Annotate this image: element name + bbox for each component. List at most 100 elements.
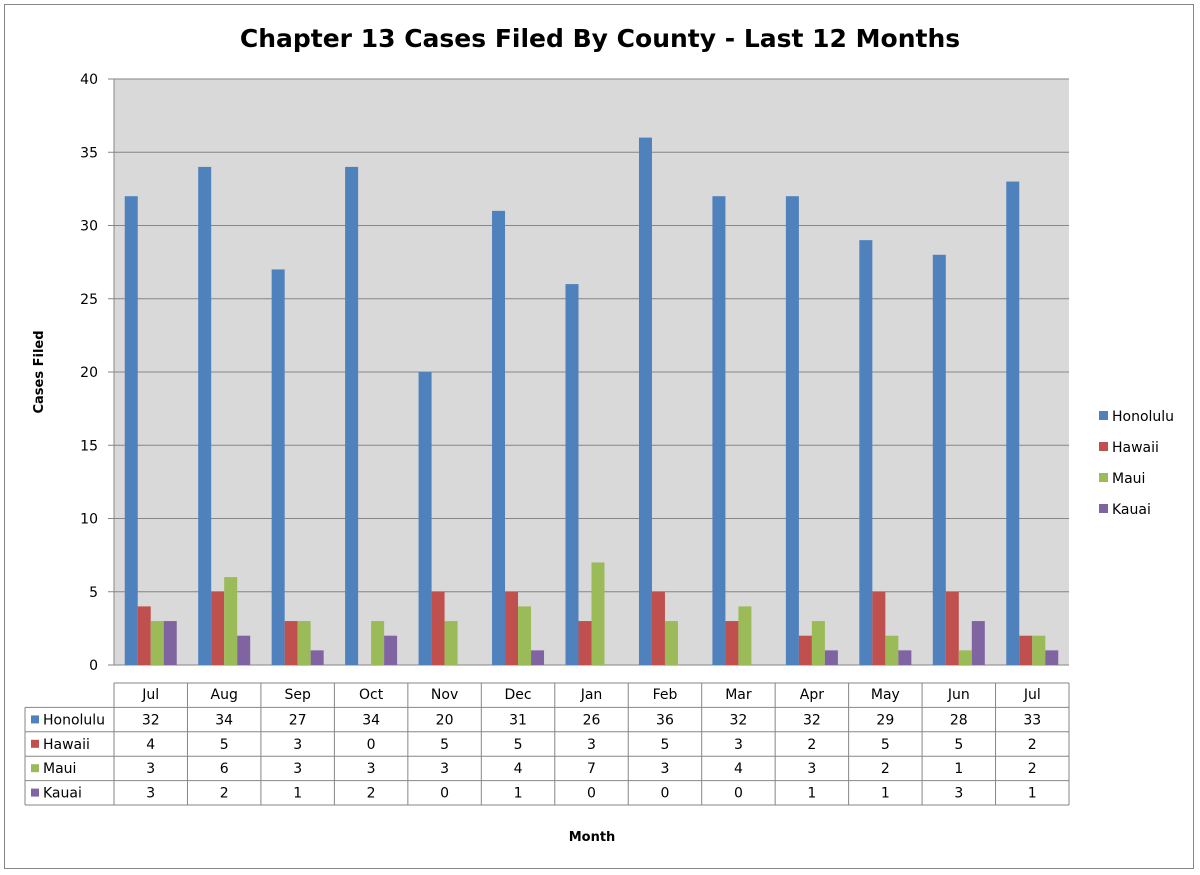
data-label: 3	[954, 786, 963, 802]
bar-hawaii-jan	[578, 621, 592, 665]
bar-hawaii-may	[872, 591, 886, 665]
data-label: 5	[661, 737, 670, 753]
data-label: 32	[803, 712, 821, 728]
bar-kauai-aug	[237, 635, 251, 665]
legend-key-hawaii	[1099, 442, 1108, 451]
data-label: 1	[1028, 786, 1037, 802]
x-axis-title: Month	[569, 830, 616, 845]
data-label: 3	[146, 786, 155, 802]
bar-maui-nov	[444, 621, 458, 665]
bar-hawaii-jul	[1019, 635, 1033, 665]
data-label: 1	[954, 761, 963, 777]
data-label: 4	[146, 737, 155, 753]
y-tick-label: 15	[80, 438, 98, 454]
data-label: 0	[367, 737, 376, 753]
table-legend-key	[31, 788, 39, 797]
data-label: 2	[1028, 761, 1037, 777]
y-tick-label: 40	[80, 72, 98, 88]
data-label: 20	[436, 712, 454, 728]
bar-maui-jan	[591, 562, 605, 665]
data-label: 4	[514, 761, 523, 777]
data-label: 5	[514, 737, 523, 753]
legend-key-kauai	[1099, 504, 1108, 513]
data-label: 34	[215, 712, 233, 728]
data-label: 29	[876, 712, 894, 728]
legend-entry-honolulu: Honolulu	[1112, 409, 1174, 425]
y-tick-label: 10	[80, 512, 98, 528]
legend-entry-kauai: Kauai	[1112, 502, 1151, 518]
bar-kauai-jul	[163, 621, 177, 665]
data-label: 34	[362, 712, 380, 728]
bar-maui-oct	[371, 621, 385, 665]
data-label: 0	[440, 786, 449, 802]
x-tick-label: Jan	[580, 687, 603, 703]
x-tick-label: Dec	[504, 687, 531, 703]
data-label: 36	[656, 712, 674, 728]
data-label: 0	[661, 786, 670, 802]
x-tick-label: Nov	[431, 687, 458, 703]
legend-key-maui	[1099, 473, 1108, 482]
bar-kauai-jul	[1045, 650, 1059, 665]
bar-maui-dec	[518, 606, 532, 665]
data-label: 6	[220, 761, 229, 777]
x-tick-label: May	[871, 687, 900, 703]
bar-honolulu-apr	[785, 196, 799, 665]
bar-maui-may	[885, 635, 899, 665]
x-tick-label: Sep	[284, 687, 311, 703]
bar-hawaii-jul	[137, 606, 151, 665]
data-label: 5	[220, 737, 229, 753]
legend-entry-hawaii: Hawaii	[1112, 440, 1159, 456]
bar-kauai-jun	[971, 621, 985, 665]
y-tick-label: 30	[80, 219, 98, 235]
data-label: 2	[367, 786, 376, 802]
data-label: 3	[293, 761, 302, 777]
data-label: 2	[220, 786, 229, 802]
data-label: 3	[367, 761, 376, 777]
y-tick-label: 35	[80, 145, 98, 161]
data-label: 32	[142, 712, 160, 728]
bar-honolulu-feb	[638, 137, 652, 666]
bar-honolulu-dec	[492, 210, 506, 665]
x-tick-label: Jun	[947, 687, 970, 703]
data-label: 5	[440, 737, 449, 753]
x-tick-label: Feb	[653, 687, 678, 703]
bar-maui-apr	[811, 621, 825, 665]
table-legend-key	[31, 739, 39, 748]
data-label: 31	[509, 712, 527, 728]
bar-honolulu-oct	[345, 166, 359, 665]
bar-maui-sep	[297, 621, 311, 665]
bar-kauai-oct	[384, 635, 398, 665]
bar-hawaii-nov	[431, 591, 445, 665]
data-label: 32	[730, 712, 748, 728]
table-series-label: Maui	[43, 761, 76, 777]
bar-honolulu-sep	[271, 269, 285, 665]
x-tick-label: Mar	[725, 687, 752, 703]
data-label: 26	[583, 712, 601, 728]
y-tick-label: 20	[80, 365, 98, 381]
bar-honolulu-jun	[932, 254, 946, 666]
bar-maui-mar	[738, 606, 752, 665]
data-label: 3	[440, 761, 449, 777]
data-label: 1	[807, 786, 816, 802]
data-label: 2	[1028, 737, 1037, 753]
x-tick-label: Jul	[141, 687, 159, 703]
data-label: 0	[587, 786, 596, 802]
bar-hawaii-jun	[945, 591, 959, 665]
data-label: 3	[587, 737, 596, 753]
bar-kauai-apr	[824, 650, 838, 665]
table-series-label: Honolulu	[43, 712, 105, 728]
bar-honolulu-jul	[1006, 181, 1020, 666]
bar-hawaii-apr	[798, 635, 812, 665]
table-legend-key	[31, 715, 39, 724]
bar-maui-aug	[224, 577, 238, 665]
y-tick-label: 25	[80, 292, 98, 308]
bar-maui-feb	[664, 621, 678, 665]
y-tick-label: 0	[89, 658, 98, 674]
data-label: 1	[881, 786, 890, 802]
table-series-label: Kauai	[43, 786, 82, 802]
data-label: 4	[734, 761, 743, 777]
data-label: 0	[734, 786, 743, 802]
x-tick-label: Jul	[1023, 687, 1041, 703]
x-tick-label: Oct	[359, 687, 384, 703]
